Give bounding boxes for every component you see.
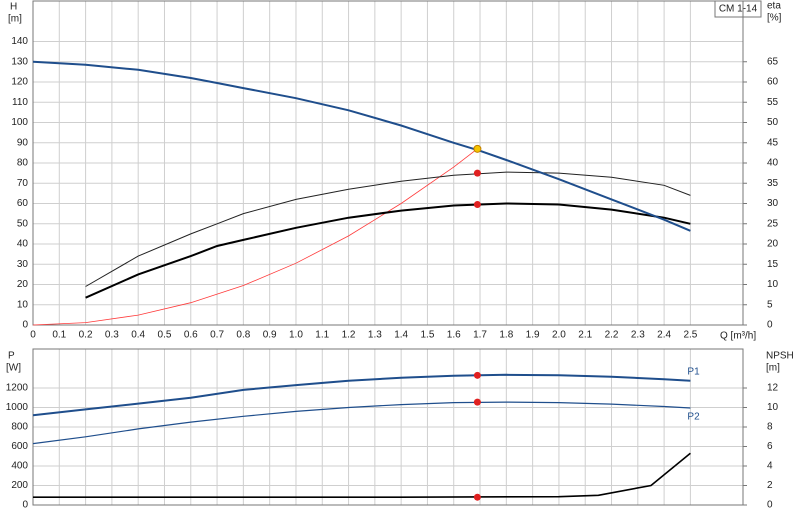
- npsh-axis-label: NPSH: [766, 351, 794, 362]
- duty-point: [473, 398, 481, 406]
- npsh-axis-unit: [m]: [766, 363, 780, 374]
- y2-tick-label: 30: [767, 198, 779, 209]
- y2-tick-label: 5: [767, 299, 773, 310]
- h-axis-unit: [m]: [8, 14, 22, 25]
- y-tick-label: 110: [12, 97, 28, 108]
- curve: [85, 171, 691, 287]
- y-tick-label: 20: [17, 279, 29, 290]
- y-tick-label: 30: [17, 259, 29, 270]
- duty-point: [473, 169, 481, 177]
- x-tick-label: 0.2: [79, 330, 93, 341]
- x-tick-label: 0.7: [210, 330, 224, 341]
- y2-tick-label: 45: [767, 137, 779, 148]
- y2-tick-label: 0: [767, 320, 773, 331]
- plot-frame: [32, 0, 744, 326]
- y-tick-label: 600: [11, 441, 28, 452]
- y2-tick-label: 25: [767, 218, 779, 229]
- x-tick-label: 1.9: [526, 330, 540, 341]
- y2-tick-label: 8: [767, 422, 773, 433]
- y2-tick-label: 6: [767, 441, 773, 452]
- y2-tick-label: 4: [767, 461, 773, 472]
- y-tick-label: 10: [17, 299, 29, 310]
- y2-tick-label: 12: [767, 383, 779, 394]
- x-tick-label: 1.3: [368, 330, 382, 341]
- y2-tick-label: 2: [767, 480, 773, 491]
- x-tick-label: 2.4: [657, 330, 671, 341]
- y2-tick-label: 40: [767, 158, 779, 169]
- y-tick-label: 1200: [6, 383, 29, 394]
- x-tick-label: 0.3: [105, 330, 119, 341]
- curve: [32, 60, 691, 232]
- duty-point: [473, 371, 481, 379]
- x-tick-label: 2.1: [578, 330, 592, 341]
- x-tick-label: 0.6: [184, 330, 198, 341]
- y-tick-label: 130: [11, 56, 28, 67]
- x-tick-label: 0: [30, 330, 36, 341]
- y2-tick-label: 35: [767, 178, 779, 189]
- curve-label: P2: [687, 412, 700, 423]
- x-tick-label: 1.6: [447, 330, 461, 341]
- y-tick-label: 140: [11, 36, 28, 47]
- y-tick-label: 200: [11, 480, 28, 491]
- y2-tick-label: 15: [767, 259, 779, 270]
- x-tick-label: 1.0: [289, 330, 303, 341]
- x-axis-label: Q [m³/h]: [720, 331, 756, 342]
- x-tick-label: 1.1: [315, 330, 329, 341]
- eta-axis-unit: [%]: [767, 13, 782, 24]
- curve: [33, 452, 691, 498]
- p-axis-unit: [W]: [6, 363, 21, 374]
- y-tick-label: 0: [22, 500, 28, 511]
- curve: [32, 146, 481, 326]
- x-tick-label: 1.5: [420, 330, 434, 341]
- x-tick-label: 2.5: [683, 330, 697, 341]
- curve: [85, 202, 691, 299]
- x-tick-label: 0.4: [131, 330, 145, 341]
- x-tick-label: 0.8: [236, 330, 250, 341]
- duty-point: [473, 201, 481, 209]
- x-tick-label: 0.9: [263, 330, 277, 341]
- y-tick-label: 400: [11, 461, 28, 472]
- y-tick-label: 60: [17, 198, 29, 209]
- y2-tick-label: 55: [767, 97, 779, 108]
- y2-tick-label: 0: [767, 500, 773, 511]
- x-tick-label: 1.4: [394, 330, 408, 341]
- y-tick-label: 80: [17, 158, 29, 169]
- x-tick-label: 1.7: [473, 330, 487, 341]
- plot-frame: [32, 348, 744, 506]
- y2-tick-label: 10: [767, 402, 779, 413]
- p-axis-label: P: [8, 351, 15, 362]
- duty-point: [473, 144, 482, 153]
- y2-tick-label: 65: [767, 56, 779, 67]
- duty-point: [473, 493, 481, 501]
- x-tick-label: 1.2: [342, 330, 356, 341]
- x-tick-label: 2.2: [605, 330, 619, 341]
- y2-tick-label: 10: [767, 279, 779, 290]
- y-tick-label: 90: [17, 137, 29, 148]
- h-axis-label: H: [10, 2, 17, 13]
- x-tick-label: 2.0: [552, 330, 566, 341]
- y-tick-label: 70: [17, 178, 29, 189]
- y-tick-label: 50: [17, 218, 29, 229]
- y-tick-label: 1000: [6, 402, 29, 413]
- chart-title: CM 1-14: [719, 4, 758, 15]
- x-tick-label: 2.3: [631, 330, 645, 341]
- curve-label: P1: [687, 366, 700, 377]
- x-tick-label: 1.8: [499, 330, 513, 341]
- eta-axis-label: eta: [767, 1, 781, 12]
- y2-tick-label: 60: [767, 77, 779, 88]
- y-tick-label: 100: [11, 117, 28, 128]
- y-tick-label: 120: [11, 77, 28, 88]
- y2-tick-label: 50: [767, 117, 779, 128]
- y-tick-label: 800: [11, 422, 28, 433]
- curve: [32, 373, 691, 417]
- y2-tick-label: 20: [767, 239, 779, 250]
- y-tick-label: 40: [17, 239, 29, 250]
- curve: [32, 401, 691, 445]
- x-tick-label: 0.5: [158, 330, 172, 341]
- y-tick-label: 0: [22, 320, 28, 331]
- x-tick-label: 0.1: [52, 330, 66, 341]
